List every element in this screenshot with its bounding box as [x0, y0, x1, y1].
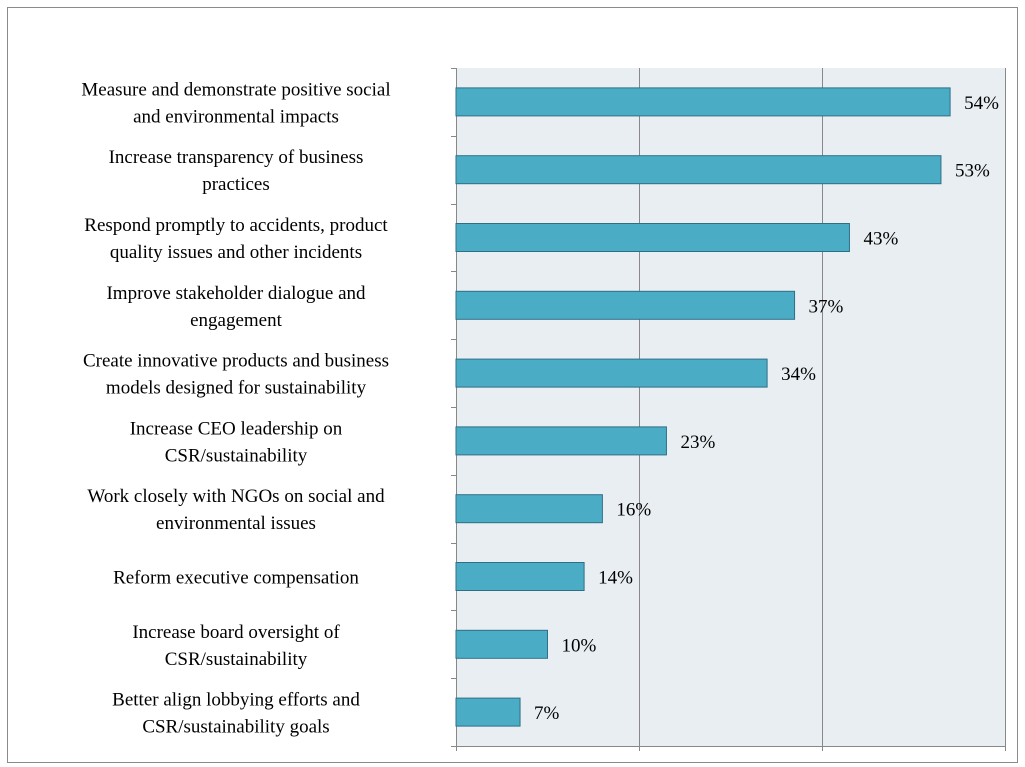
bar	[455, 358, 768, 388]
value-label: 7%	[534, 703, 560, 724]
bars	[455, 87, 951, 727]
value-label: 10%	[562, 635, 597, 656]
bar	[455, 629, 548, 659]
value-labels: 54% 53% 43% 37% 34% 23% 16% 14% 10% 7%	[534, 93, 999, 724]
value-label: 34%	[781, 364, 816, 385]
category-label: Better align lobbying efforts and CSR/sus…	[112, 690, 360, 738]
value-label: 23%	[680, 432, 715, 453]
category-label: Measure and demonstrate positive social a…	[81, 79, 390, 127]
bar	[455, 426, 667, 456]
category-label: Respond promptly to accidents, product qu…	[84, 215, 388, 263]
bar	[455, 562, 585, 591]
category-label: Create innovative products and business m…	[83, 351, 389, 399]
value-label: 43%	[863, 229, 898, 250]
bar	[455, 290, 796, 320]
bar	[455, 494, 603, 524]
category-label: Improve stakeholder dialogue and engageme…	[106, 283, 366, 331]
category-label: Increase board oversight of CSR/sustainab…	[132, 622, 340, 670]
value-label: 37%	[809, 296, 844, 317]
category-label: Reform executive compensation	[113, 568, 359, 589]
category-labels: Measure and demonstrate positive social a…	[81, 79, 390, 737]
value-label: 14%	[598, 568, 633, 589]
category-label: Increase CEO leadership on CSR/sustainabi…	[130, 418, 343, 466]
value-label: 16%	[616, 500, 651, 521]
value-label: 54%	[964, 93, 999, 114]
bar	[455, 697, 521, 727]
bar	[455, 155, 942, 185]
category-label: Work closely with NGOs on social and envi…	[87, 486, 385, 534]
value-label: 53%	[955, 161, 990, 182]
bar	[455, 223, 850, 252]
category-label: Increase transparency of business practic…	[109, 147, 364, 195]
bar	[455, 87, 951, 117]
